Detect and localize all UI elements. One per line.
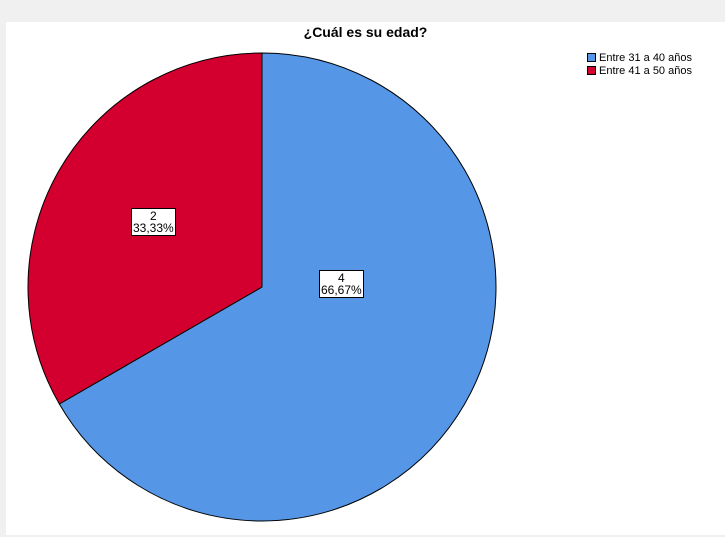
window-bottom-edge [0, 535, 725, 537]
data-label-slice-2: 2 33,33% [131, 208, 176, 236]
pie-slice-1 [58, 52, 497, 522]
chart-title: ¿Cuál es su edad? [303, 24, 428, 40]
slice-2-percent: 33,33% [133, 221, 174, 235]
legend-swatch-41-50 [587, 66, 596, 75]
legend-label-41-50: Entre 41 a 50 años [599, 64, 692, 77]
legend-item-31-40: Entre 31 a 40 años [587, 51, 692, 64]
slice-1-count: 4 [338, 271, 345, 285]
data-label-slice-1: 4 66,67% [319, 270, 364, 298]
slice-2-count: 2 [150, 209, 157, 223]
legend-item-41-50: Entre 41 a 50 años [587, 64, 692, 77]
pie-chart [27, 52, 497, 522]
chart-area: ¿Cuál es su edad? 4 66,67% 2 33,33% Entr… [6, 22, 725, 535]
slice-1-percent: 66,67% [321, 283, 362, 297]
legend-label-31-40: Entre 31 a 40 años [599, 51, 692, 64]
legend-swatch-31-40 [587, 53, 596, 62]
legend: Entre 31 a 40 años Entre 41 a 50 años [587, 51, 692, 77]
